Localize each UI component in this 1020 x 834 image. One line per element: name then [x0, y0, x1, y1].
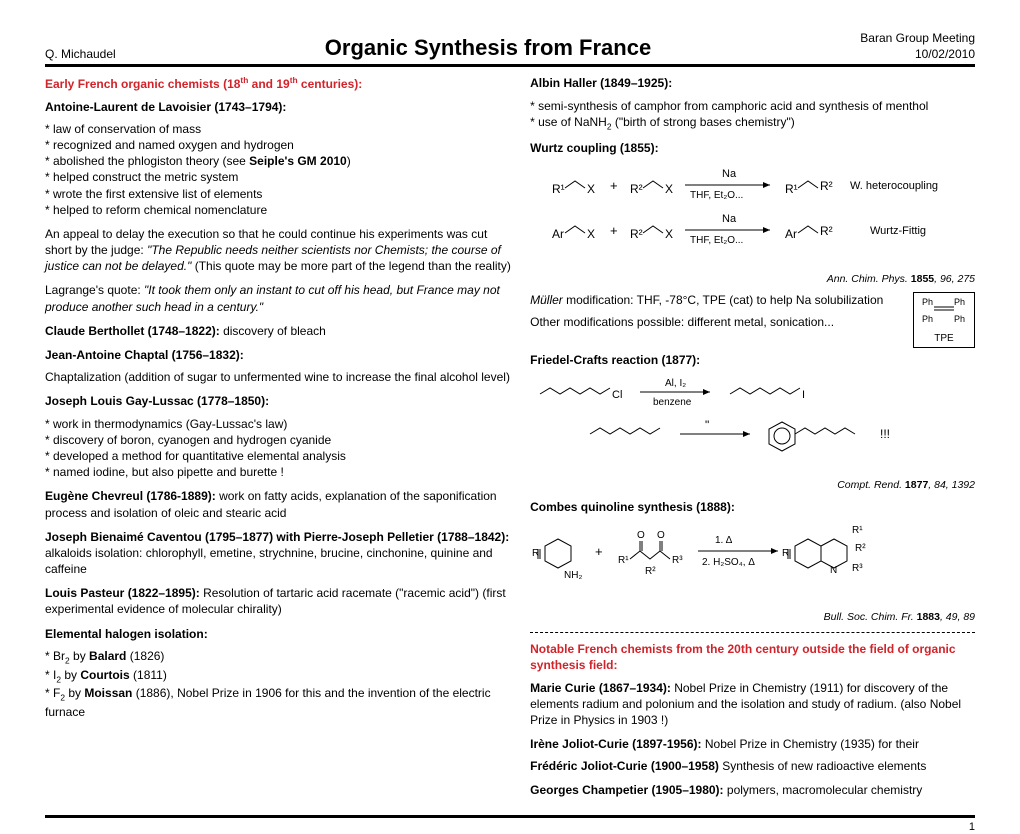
svg-text:Al, I₂: Al, I₂ [665, 378, 686, 389]
wurtz-reaction: R¹ X + R² X Na THF, Et₂O... R¹ R² W. het… [530, 163, 975, 262]
svg-text:Ph: Ph [954, 297, 965, 307]
wurtz: Wurtz coupling (1855): [530, 140, 975, 156]
fc: Friedel-Crafts reaction (1877): [530, 352, 975, 368]
svg-text:N: N [830, 565, 837, 576]
header-title: Organic Synthesis from France [325, 33, 651, 63]
chevreul: Eugène Chevreul (1786-1889): work on fat… [45, 488, 512, 520]
svg-text:R¹: R¹ [618, 555, 629, 566]
wurtz-cite: Ann. Chim. Phys. 1855, 96, 275 [530, 272, 975, 286]
caventou: Joseph Bienaimé Caventou (1795–1877) wit… [45, 529, 512, 578]
fc-svg: Cl Al, I₂ benzene I " !!! [530, 374, 970, 464]
svg-text:Cl: Cl [612, 389, 622, 401]
svg-text:+: + [595, 544, 603, 559]
svg-text:R²: R² [630, 182, 643, 196]
combes-cite: Bull. Soc. Chim. Fr. 1883, 49, 89 [530, 610, 975, 624]
svg-text:Ph: Ph [954, 314, 965, 324]
svg-text:R³: R³ [852, 563, 863, 574]
left-heading: Early French organic chemists (18th and … [45, 75, 512, 92]
wurtz-svg: R¹ X + R² X Na THF, Et₂O... R¹ R² W. het… [530, 163, 970, 258]
berthollet: Claude Berthollet (1748–1822): discovery… [45, 323, 512, 339]
svg-text:R¹: R¹ [852, 525, 863, 536]
halogen: Elemental halogen isolation: [45, 626, 512, 642]
right-column: Albin Haller (1849–1925): * semi-synthes… [530, 75, 975, 804]
svg-text:NH₂: NH₂ [564, 570, 582, 581]
svg-text:X: X [587, 227, 595, 241]
haller: Albin Haller (1849–1925): [530, 75, 975, 91]
svg-text:Ph: Ph [922, 314, 933, 324]
header: Q. Michaudel Organic Synthesis from Fran… [45, 30, 975, 67]
svg-text:I: I [802, 389, 805, 401]
muller-row: Müller modification: THF, -78°C, TPE (ca… [530, 292, 975, 348]
content-columns: Early French organic chemists (18th and … [45, 75, 975, 804]
svg-text:benzene: benzene [653, 397, 692, 408]
svg-text:R²: R² [820, 224, 833, 238]
lav-list: * law of conservation of mass * recogniz… [45, 121, 512, 218]
svg-text:": " [705, 418, 709, 432]
page-number: 1 [45, 820, 975, 834]
combes-svg: R NH₂ + R¹ O O R³ R² 1. Δ 2. H₂SO₄, Δ [530, 521, 970, 596]
svg-text:Wurtz-Fittig: Wurtz-Fittig [870, 225, 926, 237]
notable-heading: Notable French chemists from the 20th ce… [530, 641, 975, 673]
svg-text:1. Δ: 1. Δ [715, 535, 733, 546]
tpe-box: PhPh PhPh TPE [913, 292, 975, 348]
halogen-list: * Br2 by Balard (1826) * I2 by Courtois … [45, 648, 512, 720]
header-date: 10/02/2010 [860, 46, 975, 62]
pasteur: Louis Pasteur (1822–1895): Resolution of… [45, 585, 512, 617]
footer-rule [45, 815, 975, 818]
svg-text:X: X [587, 182, 595, 196]
svg-text:R¹: R¹ [552, 182, 565, 196]
left-column: Early French organic chemists (18th and … [45, 75, 512, 804]
svg-text:THF, Et₂O...: THF, Et₂O... [690, 190, 743, 201]
svg-text:R²: R² [630, 227, 643, 241]
combes-reaction: R NH₂ + R¹ O O R³ R² 1. Δ 2. H₂SO₄, Δ [530, 521, 975, 600]
svg-text:R²: R² [855, 543, 866, 554]
svg-text:THF, Et₂O...: THF, Et₂O... [690, 235, 743, 246]
dashed-rule [530, 632, 975, 633]
svg-text:X: X [665, 182, 673, 196]
svg-text:R¹: R¹ [785, 182, 798, 196]
appeal: An appeal to delay the execution so that… [45, 226, 512, 275]
frederic: Frédéric Joliot-Curie (1900–1958) Synthe… [530, 758, 975, 774]
irene: Irène Joliot-Curie (1897-1956): Nobel Pr… [530, 736, 975, 752]
svg-text:R²: R² [645, 566, 656, 577]
svg-text:Ar: Ar [552, 227, 564, 241]
svg-text:W. heterocoupling: W. heterocoupling [850, 180, 938, 192]
chaptal: Jean-Antoine Chaptal (1756–1832): [45, 347, 512, 363]
gaylussac: Joseph Louis Gay-Lussac (1778–1850): [45, 393, 512, 409]
fc-reaction: Cl Al, I₂ benzene I " !!! [530, 374, 975, 468]
gl-list: * work in thermodynamics (Gay-Lussac's l… [45, 416, 512, 481]
champetier: Georges Champetier (1905–1980): polymers… [530, 782, 975, 798]
svg-text:Ph: Ph [922, 297, 933, 307]
fc-cite: Compt. Rend. 1877, 84, 1392 [530, 478, 975, 492]
svg-text:+: + [610, 223, 618, 238]
chaptal-text: Chaptalization (addition of sugar to unf… [45, 369, 512, 385]
svg-text:R²: R² [820, 179, 833, 193]
svg-text:O: O [637, 530, 645, 541]
svg-text:Ar: Ar [785, 227, 797, 241]
svg-text:Na: Na [722, 213, 737, 225]
combes: Combes quinoline synthesis (1888): [530, 499, 975, 515]
header-author: Q. Michaudel [45, 46, 116, 62]
lagrange: Lagrange's quote: "It took them only an … [45, 282, 512, 314]
curie: Marie Curie (1867–1934): Nobel Prize in … [530, 680, 975, 729]
svg-text:Na: Na [722, 168, 737, 180]
header-group: Baran Group Meeting [860, 30, 975, 46]
svg-text:2. H₂SO₄, Δ: 2. H₂SO₄, Δ [702, 557, 755, 568]
svg-text:+: + [610, 178, 618, 193]
svg-text:O: O [657, 530, 665, 541]
lavoisier-name: Antoine-Laurent de Lavoisier (1743–1794)… [45, 99, 512, 115]
svg-text:X: X [665, 227, 673, 241]
header-right: Baran Group Meeting 10/02/2010 [860, 30, 975, 62]
svg-text:!!!: !!! [880, 427, 890, 441]
svg-text:R³: R³ [672, 555, 683, 566]
